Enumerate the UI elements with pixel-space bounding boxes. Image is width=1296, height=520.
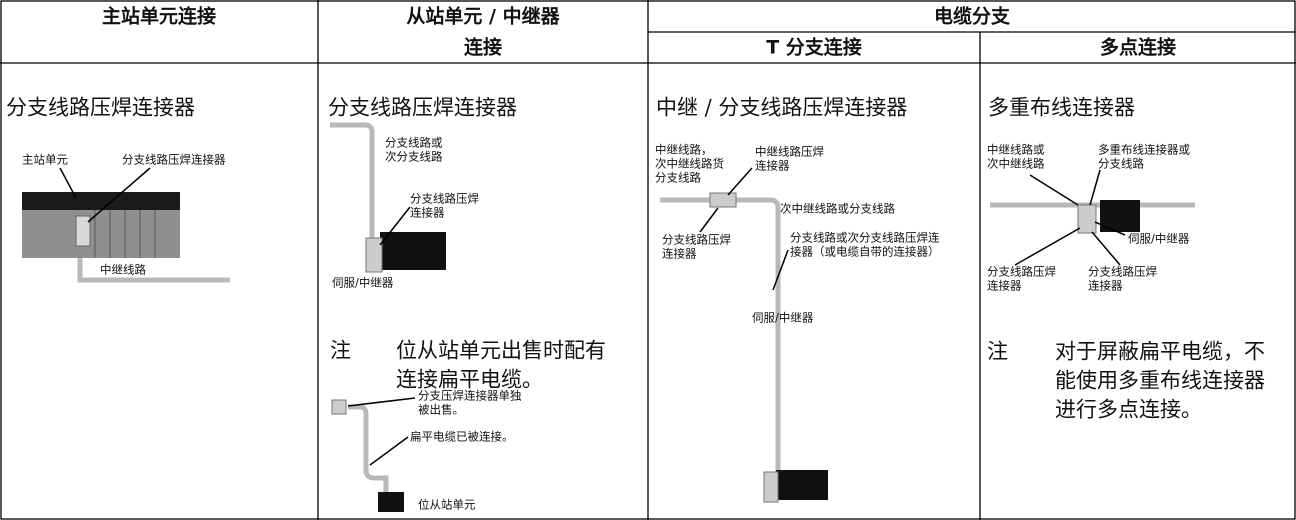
note-text: 连接扁平电缆。 — [396, 368, 543, 392]
diagram-label: 分支压焊连接器单独 — [418, 389, 522, 403]
diagram-label: 分支线路 — [1098, 157, 1144, 171]
diagram-label: 连接器 — [1088, 279, 1123, 293]
diagram-label: 伺服/中继器 — [332, 276, 394, 290]
cell-title: 中继 / 分支线路压焊连接器 — [656, 96, 907, 120]
diagram-t-branch — [660, 167, 828, 503]
header: 主站单元连接 — [102, 5, 216, 28]
diagram-label: 分支线路压焊 — [662, 233, 731, 247]
diagram-label: 多重布线连接器或 — [1098, 143, 1190, 157]
header: 连接 — [464, 36, 502, 59]
diagram-label: 连接器 — [662, 247, 697, 261]
header: T 分支连接 — [766, 36, 862, 59]
diagram-label: 中继线路压焊 — [755, 145, 824, 159]
diagram-label: 主站单元 — [22, 153, 68, 167]
note-text: 对于屏蔽扁平电缆，不 — [1055, 340, 1265, 364]
diagram-label: 伺服/中继器 — [752, 311, 814, 325]
diagram-label: 分支线路压焊 — [1088, 265, 1157, 279]
diagram-label: 分支线路 — [655, 171, 701, 185]
diagram-label: 伺服/中继器 — [1128, 232, 1190, 246]
header: 多点连接 — [1100, 36, 1176, 59]
diagram-label: 被出售。 — [418, 403, 464, 417]
diagram-label: 连接器 — [987, 279, 1022, 293]
diagram-label: 次分支线路 — [385, 150, 443, 164]
diagram-label: 分支线路或 — [385, 136, 443, 150]
diagram-label: 次中继线路或分支线路 — [780, 202, 895, 216]
cell-title: 多重布线连接器 — [988, 96, 1135, 120]
diagram-label: 中继线路 — [100, 263, 146, 277]
diagram-label: 次中继线路 — [987, 157, 1045, 171]
diagram-label: 扁平电缆已被连接。 — [410, 430, 514, 444]
diagram-label: 连接器 — [755, 159, 790, 173]
cell-title: 分支线路压焊连接器 — [328, 96, 517, 120]
cell-title: 分支线路压焊连接器 — [6, 96, 195, 120]
note-text: 能使用多重布线连接器 — [1055, 369, 1265, 393]
note-mark: 注 — [987, 340, 1008, 364]
header: 电缆分支 — [934, 5, 1011, 28]
diagram-label: 中继线路， — [655, 143, 713, 157]
diagram-label: 分支线路或次分支线路压焊连 — [790, 231, 940, 245]
diagram-label: 分支线路压焊连接器 — [122, 153, 226, 167]
diagram-label: 分支线路压焊 — [987, 265, 1056, 279]
note-mark: 注 — [330, 339, 351, 363]
note-text: 进行多点连接。 — [1055, 398, 1202, 422]
diagram-master — [22, 167, 230, 283]
diagram-label: 位从站单元 — [418, 498, 476, 512]
diagram-slave — [330, 122, 446, 512]
diagram-label: 连接器 — [410, 206, 445, 220]
header: 从站单元 / 中继器 — [406, 5, 560, 28]
diagram-label: 分支线路压焊 — [410, 192, 479, 206]
diagram-label: 接器（或电缆自带的连接器） — [790, 245, 940, 259]
diagram-label: 次中继线路货 — [655, 157, 724, 171]
diagram-multi — [990, 169, 1195, 266]
note-text: 位从站单元出售时配有 — [396, 339, 606, 363]
diagram-label: 中继线路或 — [987, 143, 1045, 157]
